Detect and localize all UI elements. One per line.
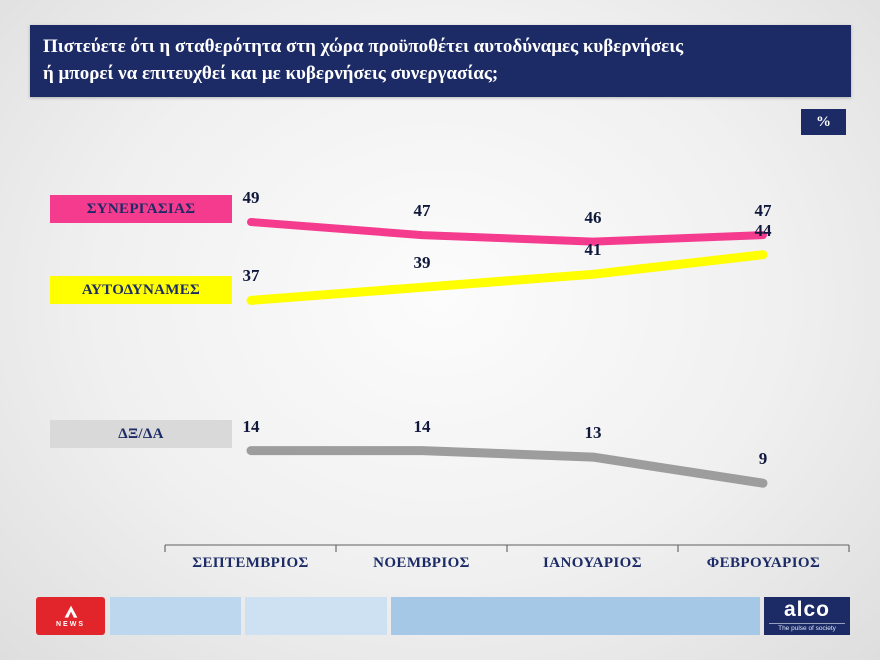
x-axis-labels: ΣΕΠΤΕΜΒΡΙΟΣ ΝΟΕΜΒΡΙΟΣ ΙΑΝΟΥΑΡΙΟΣ ΦΕΒΡΟΥΑ… xyxy=(165,551,849,575)
x-tick-label-september: ΣΕΠΤΕΜΒΡΙΟΣ xyxy=(192,555,309,571)
value-label-2-2: 13 xyxy=(584,423,602,443)
value-label-2-3: 9 xyxy=(758,449,768,469)
x-axis xyxy=(164,544,850,552)
question-title: Πιστεύετε ότι η σταθερότητα στη χώρα προ… xyxy=(30,25,851,97)
x-tick-label-january: ΙΑΝΟΥΑΡΙΟΣ xyxy=(543,555,642,571)
legend-chip-dxda: ΔΞ/ΔΑ xyxy=(50,420,232,448)
x-tick-label-november: ΝΟΕΜΒΡΙΟΣ xyxy=(373,555,470,571)
value-label-1-2: 41 xyxy=(584,240,602,260)
alpha-emblem-icon xyxy=(64,605,77,618)
value-label-1-3: 44 xyxy=(754,220,772,240)
alco-logo: alco The pulse of society xyxy=(764,597,850,635)
footer-decor-strip-3 xyxy=(391,597,760,635)
footer-decor-strip-1 xyxy=(110,597,241,635)
footer-decor-strip-2 xyxy=(245,597,387,635)
series-lines xyxy=(246,218,768,488)
value-label-1-0: 37 xyxy=(242,266,260,286)
legend-chip-synergasias: ΣΥΝΕΡΓΑΣΙΑΣ xyxy=(50,195,232,223)
series-line-1 xyxy=(246,250,768,305)
legend-chip-label: ΣΥΝΕΡΓΑΣΙΑΣ xyxy=(86,200,196,217)
alco-logo-word: alco xyxy=(783,598,831,621)
percent-badge: % xyxy=(801,109,846,135)
value-label-0-1: 47 xyxy=(413,201,431,221)
value-label-0-3: 47 xyxy=(754,201,772,221)
alpha-news-label: NEWS xyxy=(56,621,85,628)
value-label-1-1: 39 xyxy=(413,253,431,273)
value-label-2-1: 14 xyxy=(413,416,431,436)
question-title-line1: Πιστεύετε ότι η σταθερότητα στη χώρα προ… xyxy=(43,36,684,57)
question-title-line2: ή μπορεί να επιτευχθεί και με κυβερνήσει… xyxy=(43,62,499,84)
series-line-2 xyxy=(246,446,768,488)
alco-tagline: The pulse of society xyxy=(769,623,845,633)
legend-chip-label: ΑΥΤΟΔΥΝΑΜΕΣ xyxy=(81,281,201,298)
x-tick-label-february: ΦΕΒΡΟΥΑΡΙΟΣ xyxy=(706,555,821,571)
legend-chip-aytodynames: ΑΥΤΟΔΥΝΑΜΕΣ xyxy=(50,276,232,304)
series-line-0 xyxy=(247,218,767,246)
value-label-2-0: 14 xyxy=(242,416,260,436)
legend-chip-label: ΔΞ/ΔΑ xyxy=(118,425,164,442)
value-label-0-2: 46 xyxy=(584,207,602,227)
value-label-0-0: 49 xyxy=(242,188,260,208)
alpha-news-logo: NEWS xyxy=(36,597,105,635)
